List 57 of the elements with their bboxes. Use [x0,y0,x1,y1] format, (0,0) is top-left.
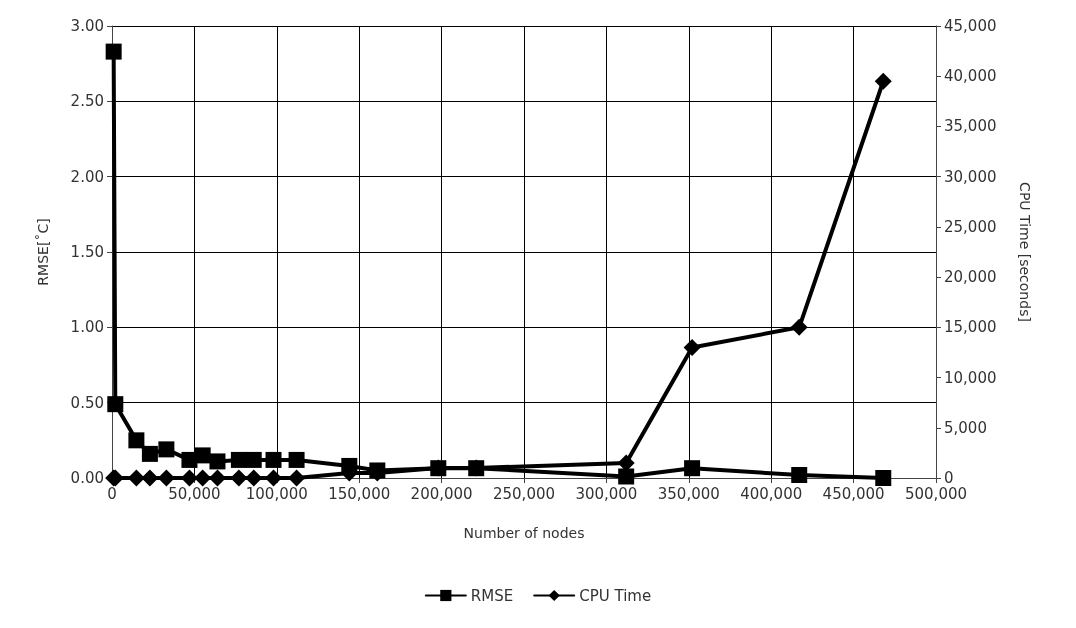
point [141,469,159,487]
point [875,470,892,486]
point [288,469,306,487]
x-tick-label: 50,000 [168,484,221,503]
y2-tick-label: 0 [944,469,954,487]
point [128,432,145,449]
y-tick-label: 0.50 [70,393,104,412]
point [107,396,124,413]
point [288,451,305,468]
y2-tick-label: 30,000 [944,167,997,186]
point [230,469,248,487]
point [141,445,158,462]
point [791,466,808,483]
y2-axis-title: CPU Time [seconds] [1017,182,1033,322]
y2-tick-label: 40,000 [944,67,997,86]
y2-tick-label: 5,000 [944,418,987,437]
x-tick-label: 250,000 [492,484,556,503]
point [265,451,282,468]
point [265,469,282,487]
x-tick-label: 350,000 [657,484,720,503]
y-tick-label: 2.00 [70,167,104,186]
x-tick-label: 300,000 [575,484,638,503]
point [245,451,262,468]
y2-tick-label: 35,000 [944,117,997,136]
x-tick-label: 400,000 [740,484,803,503]
y-tick-label: 1.00 [70,318,104,337]
y2-tick-label: 45,000 [944,17,997,35]
y2-tick-label: 25,000 [944,217,997,236]
point [684,460,701,477]
point [245,469,263,487]
y-tick-label: 2.50 [70,92,104,111]
y-tick-label: 0.00 [70,469,104,487]
y-tick-label: 1.50 [70,243,104,261]
point [230,451,247,468]
y-tick-label: 3.00 [70,17,104,35]
point [209,453,226,470]
x-tick-label: 200,000 [410,484,473,503]
x-tick-label: 150,000 [328,484,391,503]
x-tick-label: 0 [107,484,117,503]
x-axis-title: Number of nodes [463,525,585,541]
point [158,441,175,458]
y-axis-title: RMSE[˚C] [35,218,51,286]
point [874,72,892,90]
point [194,447,211,464]
x-tick-label: 450,000 [822,484,885,503]
x-tick-label: 100,000 [245,484,308,503]
point [105,43,122,60]
x-tick-label: 500,000 [904,484,968,503]
point [683,338,701,356]
point [618,468,635,485]
point [181,451,198,468]
legend-label: CPU Time [579,586,652,605]
y2-tick-label: 20,000 [944,268,997,287]
point [790,318,808,336]
legend-label: RMSE [470,586,514,605]
y2-tick-label: 10,000 [944,368,997,387]
y2-tick-label: 15,000 [944,318,997,337]
